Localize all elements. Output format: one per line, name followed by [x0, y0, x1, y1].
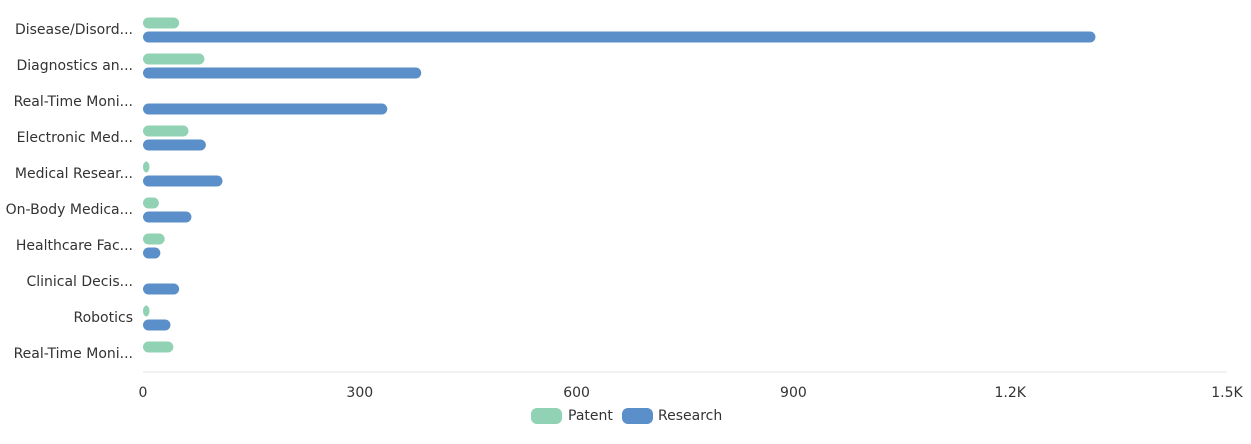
bar-patent[interactable] [143, 161, 150, 173]
x-axis-ticks: 0 300 600 900 1.2K 1.5K [139, 385, 1244, 401]
x-tick-label: 1.5K [1211, 385, 1243, 401]
bar-patent[interactable] [143, 341, 174, 353]
x-tick-label: 900 [780, 385, 807, 401]
legend-swatch-patent[interactable] [531, 408, 562, 424]
bar-patent[interactable] [143, 53, 205, 65]
bar-research[interactable] [143, 175, 223, 187]
bars [143, 17, 1096, 353]
bar-patent[interactable] [143, 125, 189, 137]
bar-patent[interactable] [143, 305, 150, 317]
legend-swatch-research[interactable] [622, 408, 653, 424]
category-label: Diagnostics an... [17, 58, 134, 74]
category-label: Robotics [74, 310, 134, 326]
legend-label-research[interactable]: Research [658, 408, 722, 424]
category-label: Clinical Decis... [26, 274, 133, 290]
bar-patent[interactable] [143, 233, 165, 245]
bar-research[interactable] [143, 67, 422, 79]
bar-research[interactable] [143, 31, 1096, 43]
bar-research[interactable] [143, 319, 171, 331]
category-label: On-Body Medica... [6, 202, 133, 218]
bar-research[interactable] [143, 211, 192, 223]
legend: Patent Research [531, 408, 722, 424]
category-label: Electronic Med... [17, 130, 133, 146]
category-label: Medical Resear... [15, 166, 133, 182]
category-label: Healthcare Fac... [16, 238, 133, 254]
category-label: Real-Time Moni... [14, 346, 133, 362]
category-label: Real-Time Moni... [14, 94, 133, 110]
bar-research[interactable] [143, 247, 161, 259]
bar-research[interactable] [143, 139, 206, 151]
legend-label-patent[interactable]: Patent [568, 408, 613, 424]
x-tick-label: 300 [346, 385, 373, 401]
bar-research[interactable] [143, 103, 388, 115]
category-label: Disease/Disord... [15, 22, 133, 38]
x-tick-label: 0 [139, 385, 148, 401]
bar-research[interactable] [143, 283, 180, 295]
x-tick-label: 1.2K [994, 385, 1026, 401]
bar-patent[interactable] [143, 17, 180, 29]
x-tick-label: 600 [563, 385, 590, 401]
bar-patent[interactable] [143, 197, 159, 209]
category-labels: Disease/Disord... Diagnostics an... Real-T… [6, 22, 133, 362]
